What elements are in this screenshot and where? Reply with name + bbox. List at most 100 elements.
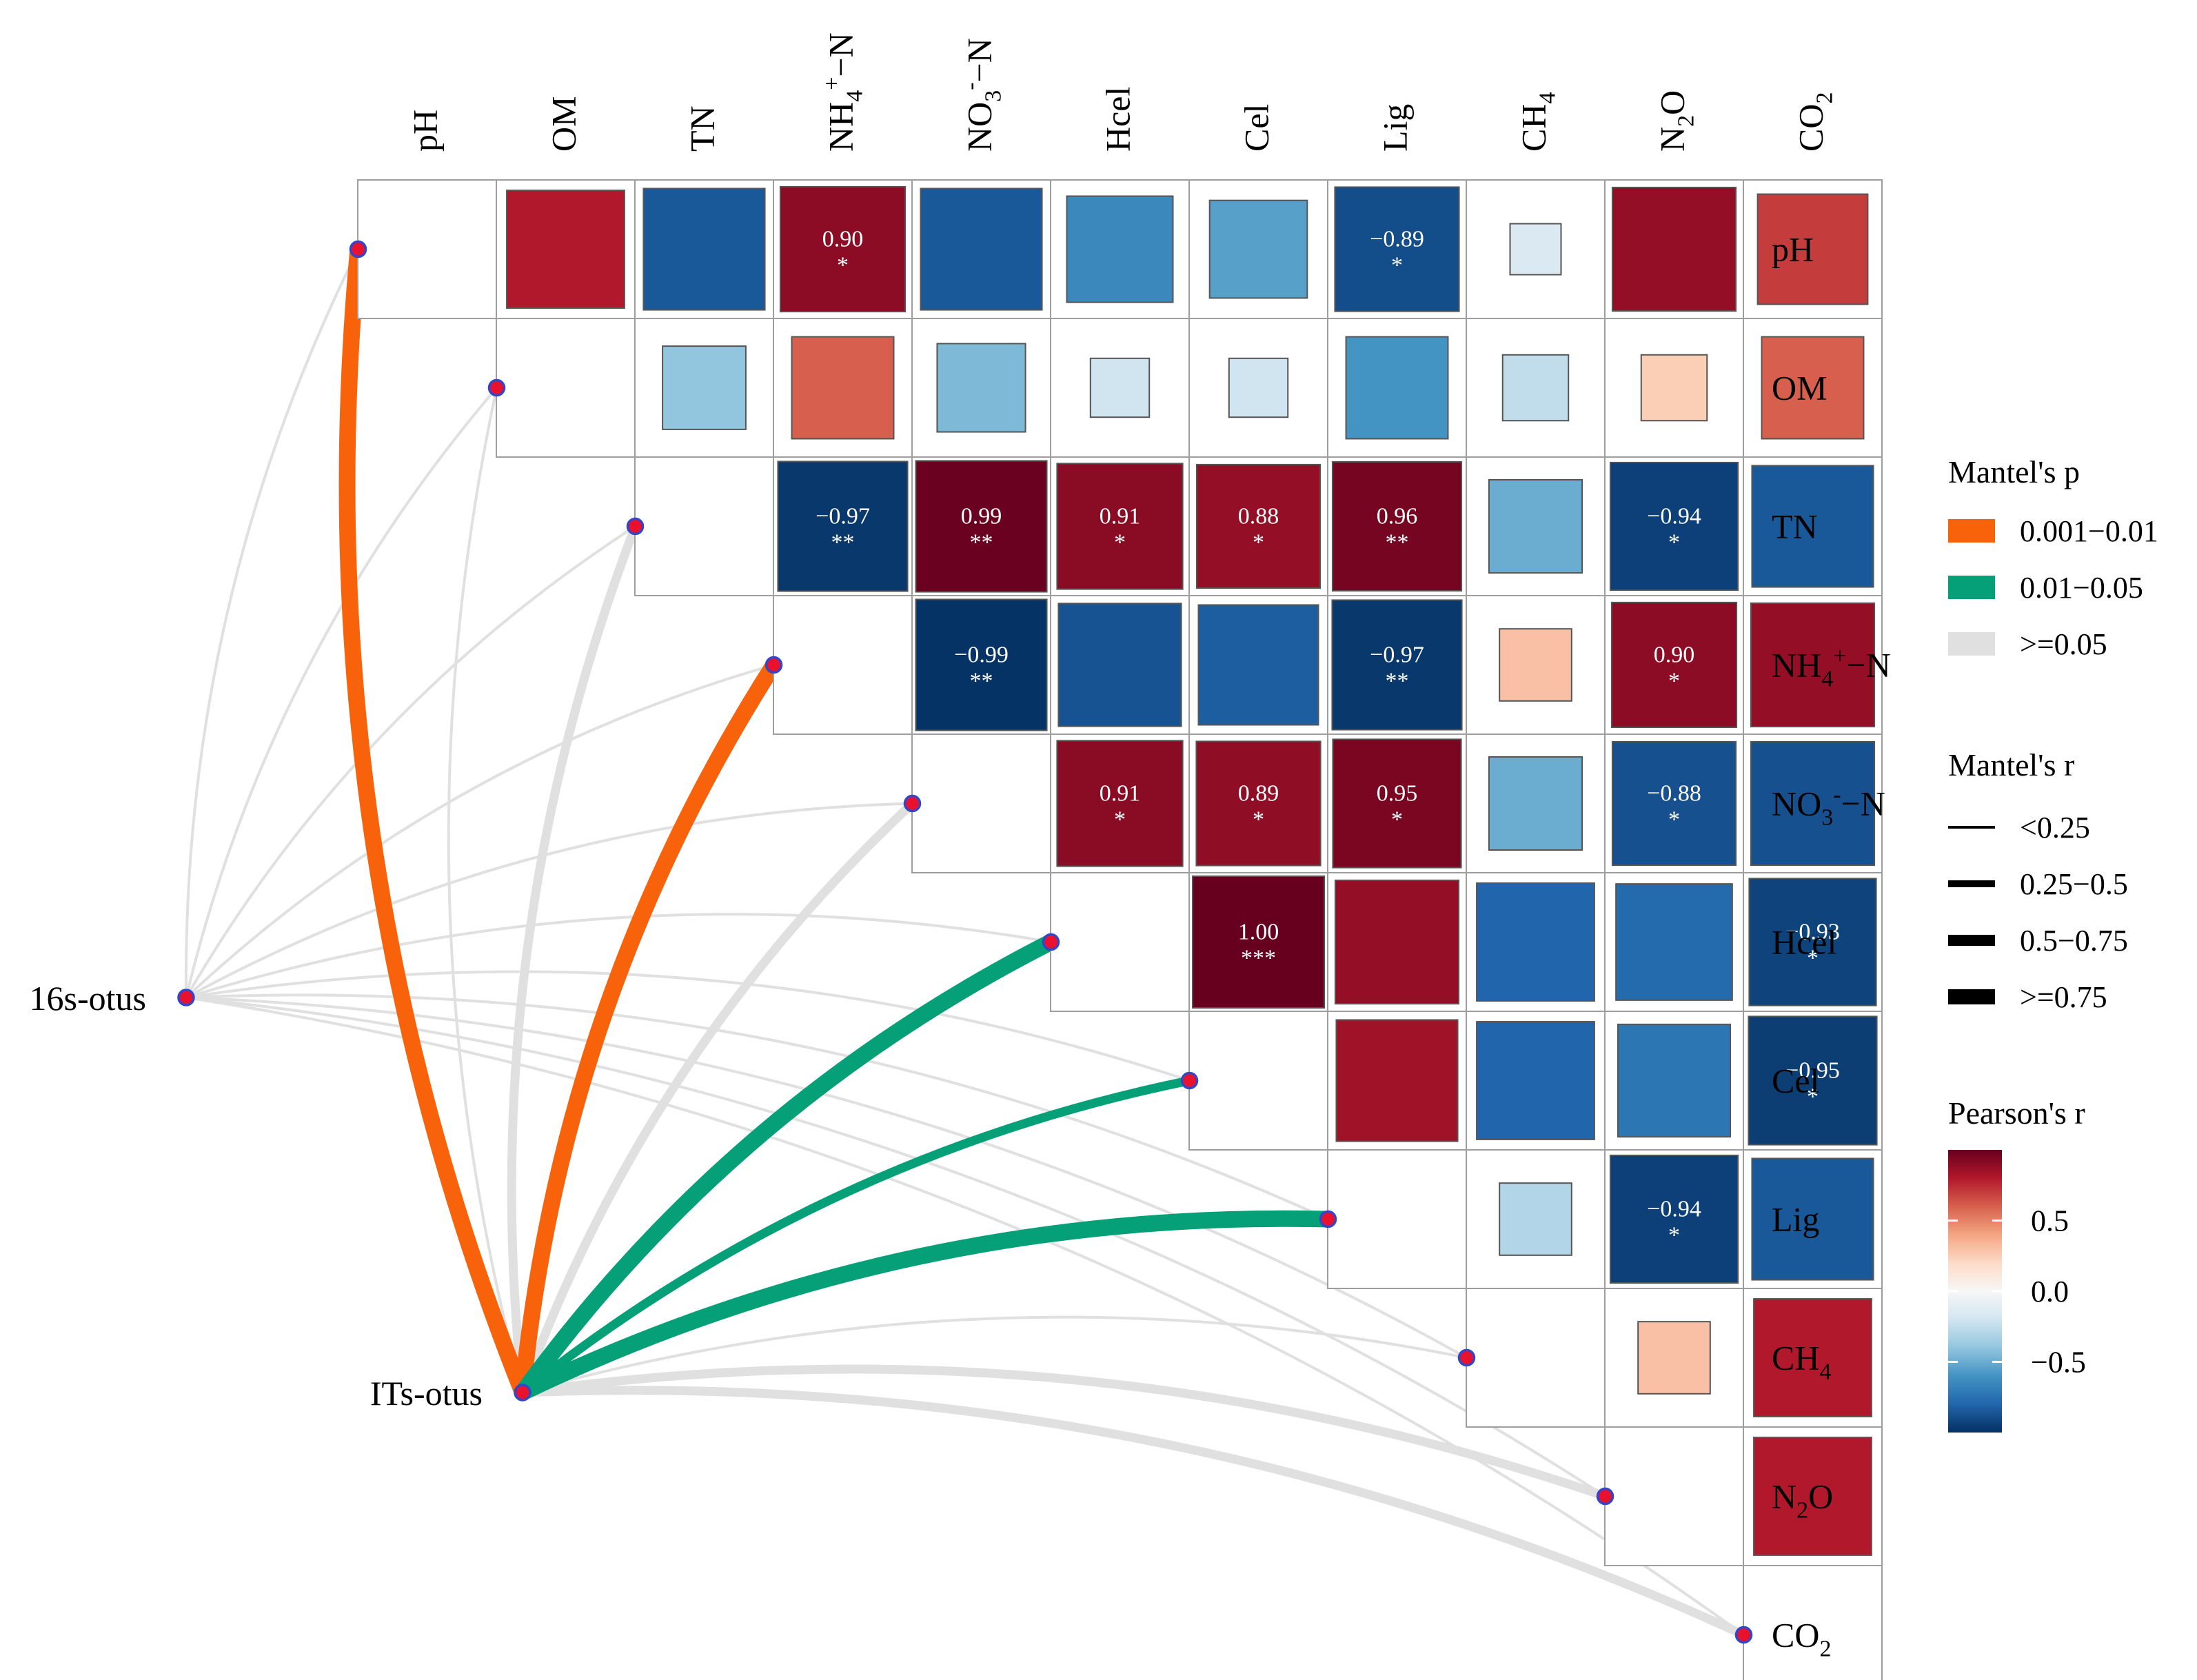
row-label-hcel: Hcel [1772,923,1836,962]
svg-text:Hcel: Hcel [1099,87,1137,152]
corr-square-ph-n2o [1611,186,1737,312]
corr-square-ch4-n2o [1637,1321,1711,1395]
corr-value-label: −0.88 [1647,781,1701,807]
top-label-cel: Cel [1237,104,1276,152]
corr-value-label: −0.89 [1370,227,1424,252]
significance-label: * [1668,530,1680,556]
corr-square-om-co2 [1761,336,1865,440]
node-ch4 [1457,1348,1476,1367]
significance-label: ** [970,669,993,694]
legend-swatch-p-2 [1948,632,1995,656]
node-ph [349,240,367,259]
corr-square-om-hcel [1089,357,1151,418]
svg-text:CO2: CO2 [1772,1616,1831,1662]
corr-value-label: 0.91 [1100,504,1141,529]
legend-label-r-0: <0.25 [2020,811,2090,844]
svg-text:CH4: CH4 [1515,92,1561,152]
corr-square-nh4plus-n-ch4 [1499,628,1572,702]
cell-hcel-hcel [1050,872,1190,1012]
mantel-link-16s-otus-ch4 [185,996,1468,1359]
corr-square-hcel-co2 [1748,878,1877,1006]
row-label-om: OM [1772,369,1828,407]
svg-text:pH: pH [1772,230,1814,269]
svg-text:NO3-−N: NO3-−N [1772,782,1885,831]
corr-square-ph-cel [1208,199,1308,299]
svg-text:pH: pH [406,110,445,152]
corr-square-ph-lig [1334,186,1460,312]
corr-square-nh4plus-n-no3-n [915,598,1048,731]
corr-value-label: 0.88 [1238,504,1279,529]
corr-square-no3-n-ch4 [1488,756,1583,851]
row-label-no3-n: NO3-−N [1772,782,1885,831]
node-om [487,378,506,397]
top-label-ph: pH [406,110,445,152]
top-label-om: OM [545,96,583,152]
axis-labels: pH OM TN NH4+−N NO3-−N Hcel Cel Lig CH4 N2O CO2 pH O… [406,32,1891,1661]
row-label-nh4plus-n: NH4+−N [1772,644,1891,692]
top-label-n2o: N2O [1653,90,1699,152]
corr-square-tn-hcel [1056,463,1184,590]
corr-value-label: 0.90 [822,227,864,252]
legend-label-p-0: 0.001−0.01 [2020,514,2158,548]
mantel-nodes: 16s-otus ITs-otus [30,240,1753,1644]
significance-label: * [837,253,849,279]
corr-square-nh4plus-n-co2 [1750,602,1876,728]
row-label-cel: Cel [1772,1062,1819,1100]
corr-square-lig-co2 [1751,1157,1874,1281]
mantel-link-16s-otus-ph [184,247,360,999]
svg-text:Cel: Cel [1772,1062,1819,1100]
corr-square-ph-no3-n [920,188,1043,311]
svg-text:CO2: CO2 [1792,92,1838,152]
legend-label-p-1: 0.01−0.05 [2020,571,2143,605]
significance-label: * [1668,669,1680,694]
corr-square-no3-n-lig [1332,738,1462,869]
row-label-n2o: N2O [1772,1477,1833,1524]
cell-ph-ph [357,179,497,319]
svg-text:N2O: N2O [1653,90,1699,152]
corr-square-cel-ch4 [1476,1021,1595,1140]
cell-cel-cel [1188,1011,1328,1151]
corr-value-label: −0.99 [954,642,1009,668]
corr-square-n2o-co2 [1753,1437,1872,1556]
row-label-lig: Lig [1772,1200,1819,1239]
mantel-link-its-otus-ph [338,241,531,1401]
svg-text:TN: TN [1772,507,1818,546]
colorbar-tick-label-1: 0.0 [2031,1275,2069,1308]
top-label-nh4plus-n: NH4+−N [820,32,868,152]
corr-square-ph-om [506,190,625,309]
top-label-tn: TN [683,105,722,152]
corr-value-label: −0.97 [1370,642,1424,668]
node-tn [626,517,645,536]
correlation-heatmap: 0.90*−0.89*−0.97**0.99**0.91*0.88*0.96**… [357,179,1883,1680]
mantel-link-its-otus-co2 [518,1386,1748,1639]
corr-square-tn-nh4plus-n [777,461,909,592]
corr-value-label: −0.95 [1785,1058,1840,1084]
colorbar-tick-label-2: −0.5 [2031,1346,2086,1379]
svg-text:Lig: Lig [1772,1200,1819,1239]
significance-label: * [1668,1223,1680,1248]
svg-text:TN: TN [683,105,722,152]
source-label-its-otus: ITs-otus [370,1374,483,1413]
corr-square-om-nh4plus-n [791,336,895,440]
legend: Mantel's p 0.001−0.01 0.01−0.05 >=0.05 Mante… [1948,454,2158,1433]
corr-square-ph-ch4 [1509,223,1562,276]
legend-swatch-p-1 [1948,576,1995,599]
cell-n2o-n2o [1604,1426,1744,1566]
row-label-co2: CO2 [1772,1616,1831,1662]
corr-square-ph-hcel [1066,195,1174,303]
legend-line-r-1 [1948,880,1995,887]
corr-square-tn-lig [1331,461,1463,592]
legend-title-mantel-r: Mantel's r [1948,747,2074,782]
corr-value-label: −0.94 [1647,1197,1701,1222]
corr-square-om-tn [662,345,747,430]
node-lig [1319,1210,1337,1228]
legend-label-r-1: 0.25−0.5 [2020,867,2128,901]
mantel-link-16s-otus-hcel [185,913,1053,999]
corr-value-label: 0.95 [1377,781,1418,807]
corr-square-ph-tn [642,188,766,311]
corr-value-label: −0.97 [816,504,870,529]
mantel-link-its-otus-cel [518,1076,1194,1397]
legend-swatch-p-0 [1948,519,1995,543]
corr-square-om-ch4 [1501,354,1570,422]
corr-square-cel-co2 [1748,1015,1878,1146]
